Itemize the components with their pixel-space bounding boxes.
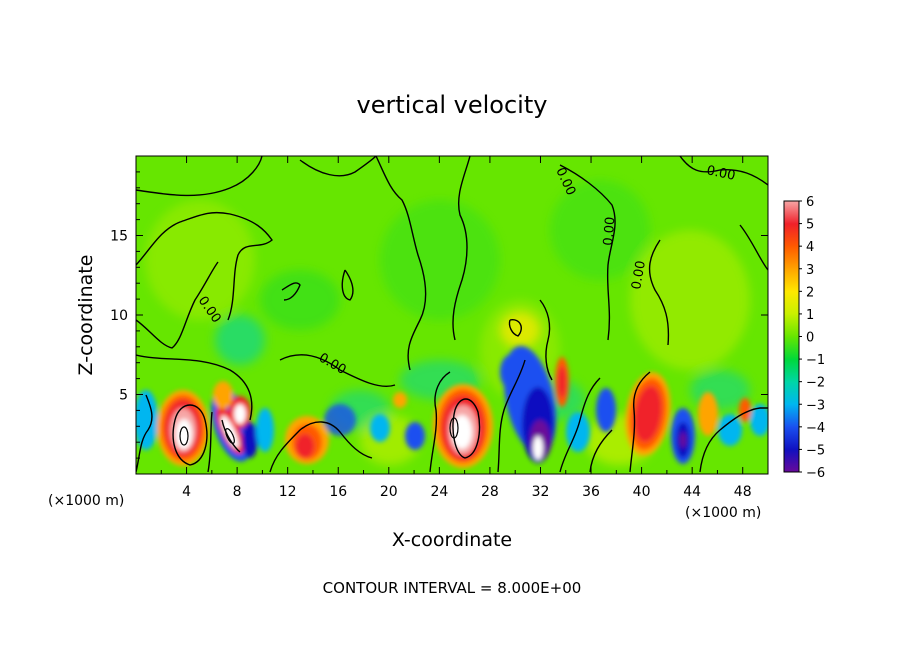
- colorbar-segment: [784, 359, 799, 383]
- colorbar: 6 5 4 3 2 1 0 −1 −2 −3 −4 −5 −6: [783, 195, 825, 481]
- colorbar-label: 6: [806, 195, 814, 210]
- x-tick-label: 48: [734, 484, 752, 500]
- field-layer: 0.00 0.00 0.00 0.00 0.00 0.00: [136, 156, 768, 473]
- y-axis-label: Z-coordinate: [75, 255, 97, 376]
- x-tick-label: 28: [481, 484, 499, 500]
- y-tick-label: 10: [110, 308, 128, 324]
- colorbar-segment: [784, 313, 799, 337]
- colorbar-segment: [784, 381, 799, 405]
- y-axis: 5 10 15: [110, 171, 768, 459]
- colorbar-segment: [784, 223, 799, 247]
- colorbar-label: −4: [806, 421, 825, 436]
- contour-label: 0.00: [705, 163, 736, 184]
- x-tick-label: 16: [329, 484, 347, 500]
- contour-inner: [179, 417, 459, 446]
- x-tick-label: 36: [582, 484, 600, 500]
- contour-label: 0.00: [601, 216, 618, 246]
- chart-title: vertical velocity: [357, 91, 548, 119]
- x-tick-label: 8: [233, 484, 242, 500]
- colorbar-label: 0: [806, 331, 814, 346]
- colorbar-segment: [784, 404, 799, 428]
- x-tick-label: 12: [279, 484, 297, 500]
- colorbar-segment: [784, 449, 799, 473]
- colorbar-segment: [784, 426, 799, 450]
- colorbar-segment: [784, 336, 799, 360]
- colorbar-label: 4: [806, 240, 814, 255]
- colorbar-label: 3: [806, 263, 814, 278]
- colorbar-segment: [784, 268, 799, 292]
- x-unit-left: (×1000 m): [48, 493, 124, 509]
- colorbar-segment: [784, 201, 799, 225]
- contour-interval-label: CONTOUR INTERVAL = 8.000E+00: [323, 579, 582, 597]
- x-tick-label: 44: [683, 484, 701, 500]
- contour-label: 0.00: [629, 260, 649, 291]
- contour-lines: [136, 156, 768, 473]
- colorbar-label: −5: [806, 443, 825, 458]
- x-axis-label: X-coordinate: [392, 529, 512, 551]
- colorbar-label: 1: [806, 308, 814, 323]
- plot-area: 0.00 0.00 0.00 0.00 0.00 0.00: [135, 155, 769, 475]
- x-tick-label: 20: [380, 484, 398, 500]
- x-axis: 4 8 12 16 20 24 28 32 36 40 44 48: [160, 156, 752, 500]
- x-tick-label: 4: [182, 484, 191, 500]
- colorbar-segment: [784, 246, 799, 270]
- colorbar-label: 2: [806, 285, 814, 300]
- colorbar-label: 5: [806, 218, 814, 233]
- field-cells: [136, 345, 768, 468]
- y-tick-label: 15: [110, 229, 128, 245]
- colorbar-label: −2: [806, 376, 825, 391]
- x-unit-right: (×1000 m): [685, 505, 761, 521]
- x-tick-label: 40: [633, 484, 651, 500]
- colorbar-label: −6: [806, 466, 825, 481]
- colorbar-label: −1: [806, 353, 825, 368]
- colorbar-segment: [784, 291, 799, 315]
- y-tick-label: 5: [119, 388, 128, 404]
- x-tick-label: 24: [430, 484, 448, 500]
- x-tick-label: 32: [532, 484, 550, 500]
- colorbar-label: −3: [806, 398, 825, 413]
